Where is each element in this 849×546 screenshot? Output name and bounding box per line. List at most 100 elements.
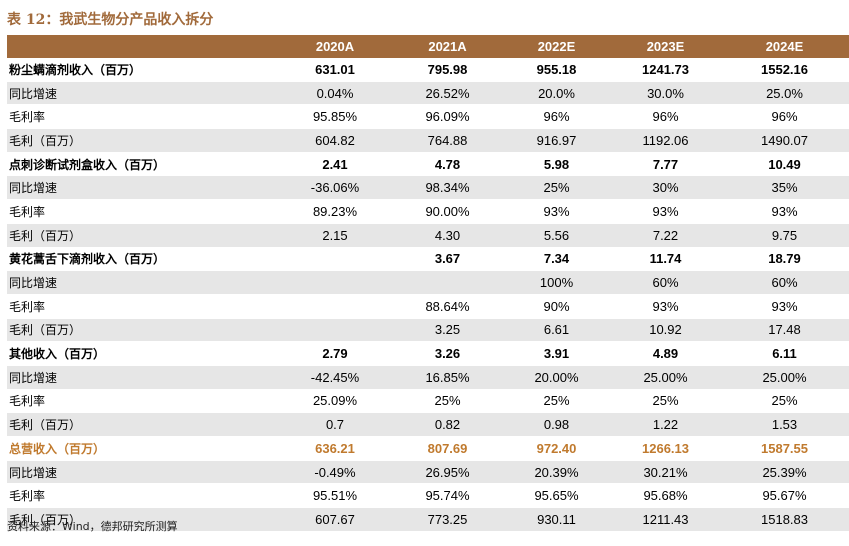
- table-cell: [277, 318, 393, 343]
- table-cell: 4.89: [611, 341, 720, 366]
- table-cell: 93%: [611, 199, 720, 224]
- table-cell: 25%: [611, 389, 720, 414]
- table-cell: 26.95%: [393, 460, 502, 485]
- table-cell: 30.0%: [611, 81, 720, 106]
- table-cell: 88.64%: [393, 294, 502, 319]
- table-row: 黄花蒿舌下滴剂收入（百万） 3.67 7.34 11.74 18.79: [7, 247, 849, 272]
- table-cell: 1587.55: [720, 436, 849, 461]
- row-label: 毛利率: [7, 483, 277, 509]
- table-cell: 7.77: [611, 152, 720, 177]
- table-cell: 0.98: [502, 412, 611, 437]
- table-cell: 20.0%: [502, 81, 611, 106]
- table-row: 毛利率 88.64% 90% 93% 93%: [7, 294, 849, 319]
- table-cell: [277, 270, 393, 295]
- table-cell: 30.21%: [611, 460, 720, 485]
- row-label: 同比增速: [7, 175, 277, 201]
- table-cell: 93%: [502, 199, 611, 224]
- table-row: 毛利率 25.09% 25% 25% 25% 25%: [7, 389, 849, 414]
- table-row: 同比增速 -0.49% 26.95% 20.39% 30.21% 25.39%: [7, 460, 849, 485]
- table-row: 毛利率 95.51% 95.74% 95.65% 95.68% 95.67%: [7, 483, 849, 509]
- table-cell: 636.21: [277, 436, 393, 461]
- header-cell-2024e: 2024E: [720, 35, 849, 58]
- table-title: 表 12：我武生物分产品收入拆分: [7, 12, 214, 28]
- table-row: 毛利（百万） 607.67 773.25 930.11 1211.43 1518.83: [7, 507, 849, 532]
- row-label: 毛利率: [7, 294, 277, 319]
- row-label: 毛利（百万）: [7, 318, 277, 343]
- table-cell: 1518.83: [720, 507, 849, 532]
- table-cell: 930.11: [502, 507, 611, 532]
- table-cell: 2.41: [277, 152, 393, 177]
- table-cell: 95.74%: [393, 483, 502, 509]
- table-cell: 795.98: [393, 58, 502, 82]
- table-cell: 17.48: [720, 318, 849, 343]
- table-cell: -36.06%: [277, 175, 393, 201]
- table-cell: [277, 247, 393, 272]
- table-cell: 25.0%: [720, 81, 849, 106]
- table-cell: 3.91: [502, 341, 611, 366]
- table-cell: 20.00%: [502, 365, 611, 390]
- table-cell: 5.98: [502, 152, 611, 177]
- table-cell: 10.49: [720, 152, 849, 177]
- table-row: 毛利（百万） 3.25 6.61 10.92 17.48: [7, 318, 849, 343]
- table-cell: 25.00%: [720, 365, 849, 390]
- table-cell: 90%: [502, 294, 611, 319]
- table-cell: 95.85%: [277, 104, 393, 130]
- table-cell: 93%: [720, 294, 849, 319]
- table-cell: 90.00%: [393, 199, 502, 224]
- row-label: 同比增速: [7, 81, 277, 106]
- table-cell: 96%: [611, 104, 720, 130]
- table-cell: 1192.06: [611, 128, 720, 153]
- table-cell: 6.61: [502, 318, 611, 343]
- table-cell: 4.78: [393, 152, 502, 177]
- table-cell: 7.34: [502, 247, 611, 272]
- table-cell: 764.88: [393, 128, 502, 153]
- row-label: 毛利（百万）: [7, 223, 277, 248]
- table-cell: 25.39%: [720, 460, 849, 485]
- table-cell: 96%: [502, 104, 611, 130]
- row-label: 其他收入（百万）: [7, 341, 277, 366]
- table-cell: 95.67%: [720, 483, 849, 509]
- table-cell: 10.92: [611, 318, 720, 343]
- row-label: 同比增速: [7, 365, 277, 390]
- table-cell: 9.75: [720, 223, 849, 248]
- table-cell: [277, 294, 393, 319]
- table-row: 毛利（百万） 2.15 4.30 5.56 7.22 9.75: [7, 223, 849, 248]
- header-cell-2020a: 2020A: [277, 35, 393, 58]
- table-row: 同比增速 0.04% 26.52% 20.0% 30.0% 25.0%: [7, 81, 849, 106]
- row-label: 同比增速: [7, 460, 277, 485]
- table-cell: 1.22: [611, 412, 720, 437]
- table-row: 同比增速 -36.06% 98.34% 25% 30% 35%: [7, 175, 849, 201]
- table-cell: 3.25: [393, 318, 502, 343]
- table-row: 毛利率 95.85% 96.09% 96% 96% 96%: [7, 104, 849, 130]
- table-row: 其他收入（百万） 2.79 3.26 3.91 4.89 6.11: [7, 341, 849, 366]
- table-cell: 89.23%: [277, 199, 393, 224]
- table-cell: 35%: [720, 175, 849, 201]
- table-cell: 1.53: [720, 412, 849, 437]
- row-label: 毛利率: [7, 104, 277, 130]
- row-label: 毛利率: [7, 389, 277, 414]
- table-cell: 95.51%: [277, 483, 393, 509]
- table-cell: 25%: [502, 175, 611, 201]
- header-cell-2023e: 2023E: [611, 35, 720, 58]
- table-cell: 25.00%: [611, 365, 720, 390]
- row-label: 总营收入（百万）: [7, 436, 277, 461]
- table-cell: 955.18: [502, 58, 611, 82]
- table-cell: 1490.07: [720, 128, 849, 153]
- header-cell-2022e: 2022E: [502, 35, 611, 58]
- table-row: 毛利（百万） 604.82 764.88 916.97 1192.06 1490.07: [7, 128, 849, 153]
- table-cell: 4.30: [393, 223, 502, 248]
- table-cell: 3.26: [393, 341, 502, 366]
- table-cell: 0.82: [393, 412, 502, 437]
- table-cell: 25%: [393, 389, 502, 414]
- table-cell: 1552.16: [720, 58, 849, 82]
- table-cell: 100%: [502, 270, 611, 295]
- table-cell: 0.04%: [277, 81, 393, 106]
- table-cell: 2.15: [277, 223, 393, 248]
- table-cell: 16.85%: [393, 365, 502, 390]
- row-label: 毛利（百万）: [7, 507, 277, 532]
- table-row: 总营收入（百万） 636.21 807.69 972.40 1266.13 1587.55: [7, 436, 849, 461]
- table-cell: 1241.73: [611, 58, 720, 82]
- table-cell: 11.74: [611, 247, 720, 272]
- table-cell: 972.40: [502, 436, 611, 461]
- table-cell: 3.67: [393, 247, 502, 272]
